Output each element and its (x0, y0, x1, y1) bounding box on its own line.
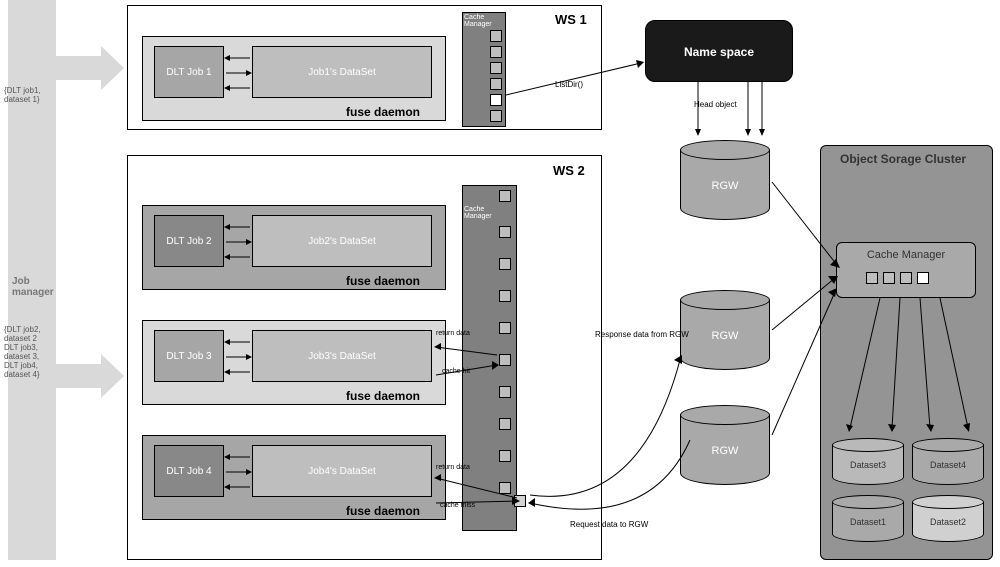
ws1-daemon-label: fuse daemon (346, 105, 420, 119)
ws2-cm-sq7 (499, 418, 511, 430)
ws2-daemon-2: fuse daemon (346, 274, 420, 288)
headobj-arrows (690, 82, 790, 142)
ws2-returndata-1: return data (436, 330, 470, 337)
dataset-cyl-3: Dataset1 (832, 495, 904, 543)
ws1-cm-sq5 (490, 94, 502, 106)
ws2-dataset-3: Job3's DataSet (252, 330, 432, 382)
ws1-arrows (224, 48, 252, 98)
ws2-cm-sq2 (499, 258, 511, 270)
ws2-hit-arrows (432, 335, 502, 395)
listdir-label: ListDir() (555, 80, 583, 89)
ws1-job: DLT Job 1 (154, 46, 224, 98)
job-manager-tag2: {DLT job2, dataset 2 DLT job3, dataset 3… (4, 325, 62, 379)
thick-arrow-1 (56, 38, 128, 98)
response-label: Response data from RGW (595, 330, 689, 339)
cluster-title: Object Sorage Cluster (840, 152, 966, 166)
ws1-cm-label: Cache Manager (464, 14, 492, 28)
request-label: Request data to RGW (570, 520, 648, 529)
ws2-cm-label: Cache Manager (464, 206, 492, 220)
ws2-cm-sq3 (499, 290, 511, 302)
cluster-cm-sq1 (866, 272, 878, 284)
thick-arrow-2 (56, 346, 128, 406)
ws2-cm-sq1 (499, 226, 511, 238)
rgw-cyl-1: RGW (680, 140, 770, 220)
ws2-daemon-3: fuse daemon (346, 389, 420, 403)
ws1-cm-sq2 (490, 46, 502, 58)
job-manager-label: Job manager (12, 276, 52, 298)
dataset-cyl-2: Dataset4 (912, 438, 984, 486)
cluster-cm-sq4 (917, 272, 929, 284)
ws2-cachemiss: cache miss (440, 502, 475, 509)
ws2-arrows-3 (224, 332, 252, 382)
ws2-job-4: DLT Job 4 (154, 445, 224, 497)
ws2-cachehit: cache hit (442, 368, 470, 375)
ws2-job-2: DLT Job 2 (154, 215, 224, 267)
ws2-title: WS 2 (553, 163, 585, 178)
cluster-cm-sq2 (883, 272, 895, 284)
ws1-cm-sq4 (490, 78, 502, 90)
ws2-dataset-2: Job2's DataSet (252, 215, 432, 267)
namespace-box: Name space (645, 20, 793, 82)
ws1-dataset: Job1's DataSet (252, 46, 432, 98)
ws1-cm-sq6 (490, 110, 502, 122)
cluster-cm-sq3 (900, 272, 912, 284)
cm-out-arrows (840, 298, 980, 438)
ws2-cm-sq0 (499, 190, 511, 202)
dataset-cyl-4: Dataset2 (912, 495, 984, 543)
job-manager-tag1: {DLT job1, dataset 1} (4, 86, 62, 104)
ws2-cm-sq8 (499, 450, 511, 462)
ws2-daemon-4: fuse daemon (346, 504, 420, 518)
headobj-label: Head object (694, 100, 737, 109)
ws2-cm-sq4 (499, 322, 511, 334)
cm-in-arrows (760, 170, 850, 450)
dataset-cyl-1: Dataset3 (832, 438, 904, 486)
ws1-title: WS 1 (555, 12, 587, 27)
ws2-dataset-4: Job4's DataSet (252, 445, 432, 497)
cluster-cm: Cache Manager (836, 242, 976, 298)
ws2-job-3: DLT Job 3 (154, 330, 224, 382)
ws2-arrows-2 (224, 217, 252, 267)
ws1-cm-sq1 (490, 30, 502, 42)
ws2-arrows-4 (224, 447, 252, 497)
ws2-returndata-2: return data (436, 464, 470, 471)
ws1-cm-sq3 (490, 62, 502, 74)
